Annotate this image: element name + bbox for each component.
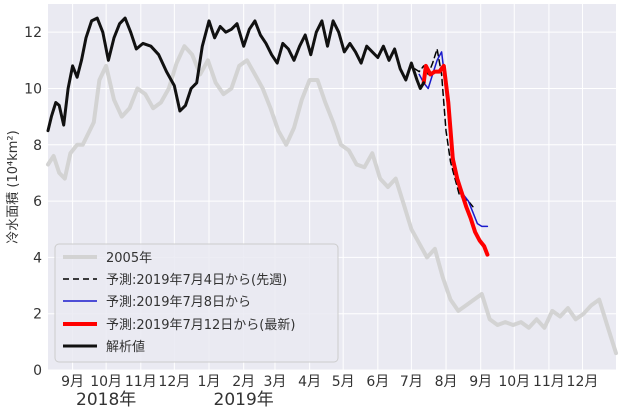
y-tick-label: 12: [24, 25, 42, 41]
legend-label-forecast-0704: 予測:2019年7月4日から(先週): [106, 273, 287, 288]
legend-label-analysis: 解析値: [106, 339, 145, 355]
legend-label-2005: 2005年: [106, 251, 152, 266]
series-2005: [46, 44, 618, 356]
x-tick-label: 2月: [232, 374, 255, 390]
series-analysis: [46, 16, 426, 133]
y-tick-label: 6: [33, 194, 42, 210]
x-tick-label: 6月: [366, 374, 389, 390]
legend-label-forecast-0712: 予測:2019年7月12日から(最新): [106, 317, 295, 333]
x-tick-label: 5月: [332, 374, 355, 390]
x-tick-label: 9月: [469, 374, 492, 390]
x-tick-label: 10月: [90, 374, 122, 390]
y-tick-label: 0: [33, 363, 42, 379]
legend-box: [54, 243, 339, 363]
legend: 2005年 予測:2019年7月4日から(先週) 予測:2019年7月8日から …: [54, 243, 339, 363]
x-axis: 9月 10月 11月 12月 1月 2月 3月 4月 5月 6月 7月 8月 9月 10月 11月 12月: [61, 374, 598, 390]
x-tick-label: 12月: [567, 374, 599, 390]
x-tick-label: 7月: [400, 374, 423, 390]
y-tick-label: 2: [33, 307, 42, 323]
x-tick-label: 9月: [61, 374, 84, 390]
year-labels: 2018年 2019年: [76, 390, 274, 410]
x-tick-label: 1月: [198, 374, 221, 390]
x-tick-label: 10月: [498, 374, 530, 390]
x-tick-label: 8月: [435, 374, 458, 390]
y-tick-label: 10: [24, 81, 42, 97]
year-label: 2019年: [214, 390, 274, 410]
x-tick-label: 11月: [125, 374, 157, 390]
year-label: 2018年: [76, 390, 136, 410]
y-axis: 0 2 4 6 8 10 12: [24, 25, 42, 379]
x-tick-label: 4月: [298, 374, 321, 390]
y-tick-label: 8: [33, 138, 42, 154]
x-tick-label: 11月: [533, 374, 565, 390]
x-tick-label: 12月: [158, 374, 190, 390]
legend-label-forecast-0708: 予測:2019年7月8日から: [106, 295, 251, 310]
series-layer: [46, 16, 618, 356]
y-axis-label: 冷水面積 (10⁴km²): [6, 130, 21, 243]
series-forecast-0712: [421, 63, 490, 257]
y-tick-label: 4: [33, 250, 42, 266]
x-tick-label: 3月: [264, 374, 287, 390]
